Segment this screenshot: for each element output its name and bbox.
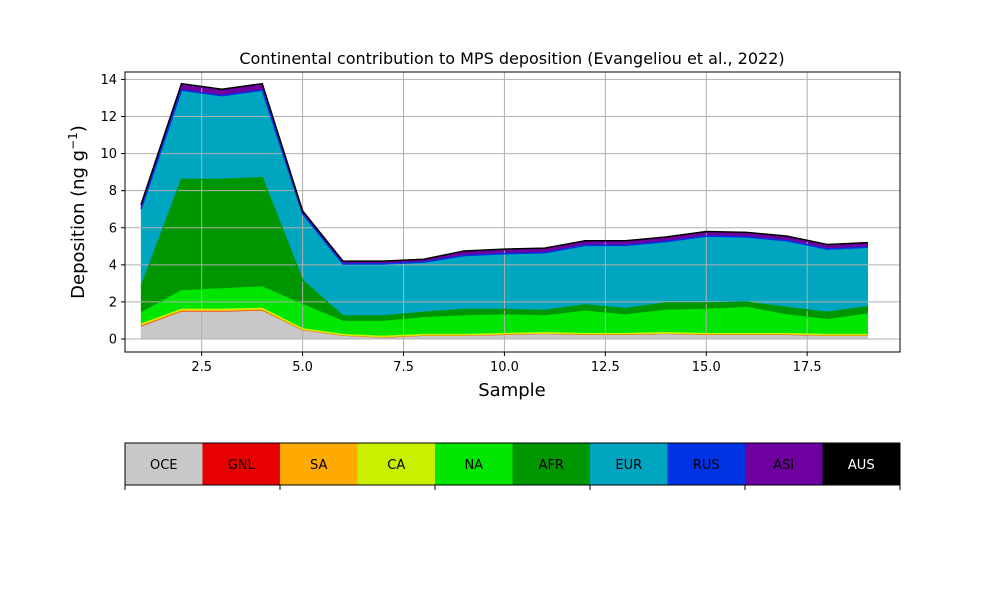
- legend-swatch-sa: [280, 443, 358, 485]
- x-axis-label: Sample: [478, 380, 546, 401]
- legend-label-afr: AFR: [539, 458, 564, 473]
- legend-label-asi: ASI: [773, 458, 794, 473]
- line-series-ca: [140, 307, 868, 338]
- series-outlines: [140, 82, 868, 338]
- grid-lines: [125, 72, 900, 352]
- x-tick-label: 15.0: [692, 360, 721, 375]
- legend-swatch-aus: [822, 443, 900, 485]
- legend-swatch-asi: [745, 443, 823, 485]
- y-tick-label: 8: [109, 184, 117, 199]
- legend-label-rus: RUS: [693, 458, 720, 473]
- y-axis-label-close: ): [68, 125, 89, 132]
- legend-colorbar: OCE GNL SA CA NA AFR EUR RUS ASI AUS: [124, 442, 901, 490]
- line-series-rus: [140, 89, 868, 265]
- x-tick-label: 5.0: [292, 360, 313, 375]
- line-series-na: [140, 286, 868, 323]
- legend-swatch-eur: [590, 443, 668, 485]
- legend-swatch-na: [435, 443, 513, 485]
- y-tick-label: 2: [109, 295, 117, 310]
- y-tick-label: 14: [100, 73, 117, 88]
- y-axis-label-exponent: −1: [66, 132, 80, 150]
- y-tick-label: 4: [109, 258, 117, 273]
- y-tick-label: 0: [109, 333, 117, 348]
- y-tick-label: 6: [109, 221, 117, 236]
- legend-swatch-oce: [125, 443, 203, 485]
- plot-frame: [124, 71, 901, 353]
- x-axis-ticks: 2.5 5.0 7.5 10.0 12.5 15.0 17.5: [191, 352, 822, 375]
- legend-label-sa: SA: [310, 458, 327, 473]
- legend-label-eur: EUR: [615, 458, 642, 473]
- line-series-afr: [140, 176, 868, 317]
- legend-label-oce: OCE: [150, 458, 178, 473]
- legend-swatch-afr: [512, 443, 590, 485]
- x-tick-label: 7.5: [393, 360, 414, 375]
- legend-label-aus: AUS: [848, 458, 875, 473]
- y-tick-label: 10: [100, 147, 117, 162]
- y-axis-label: Deposition (ng g−1): [66, 125, 89, 299]
- y-axis-label-main: Deposition (ng g: [68, 150, 89, 299]
- y-tick-label: 12: [100, 110, 117, 125]
- y-axis-ticks: 0 2 4 6 8 10 12 14: [100, 73, 125, 348]
- legend-swatch-rus: [667, 443, 745, 485]
- legend-label-na: NA: [464, 458, 483, 473]
- legend-label-gnl: GNL: [228, 458, 256, 473]
- x-tick-label: 12.5: [591, 360, 620, 375]
- x-tick-label: 10.0: [490, 360, 519, 375]
- chart-title: Continental contribution to MPS depositi…: [239, 49, 784, 68]
- x-tick-label: 2.5: [191, 360, 212, 375]
- legend-frame: [124, 442, 901, 486]
- x-tick-label: 17.5: [793, 360, 822, 375]
- legend-label-ca: CA: [387, 458, 405, 473]
- legend-swatch-gnl: [202, 443, 280, 485]
- legend-swatch-ca: [357, 443, 435, 485]
- line-series-aus: [140, 82, 868, 262]
